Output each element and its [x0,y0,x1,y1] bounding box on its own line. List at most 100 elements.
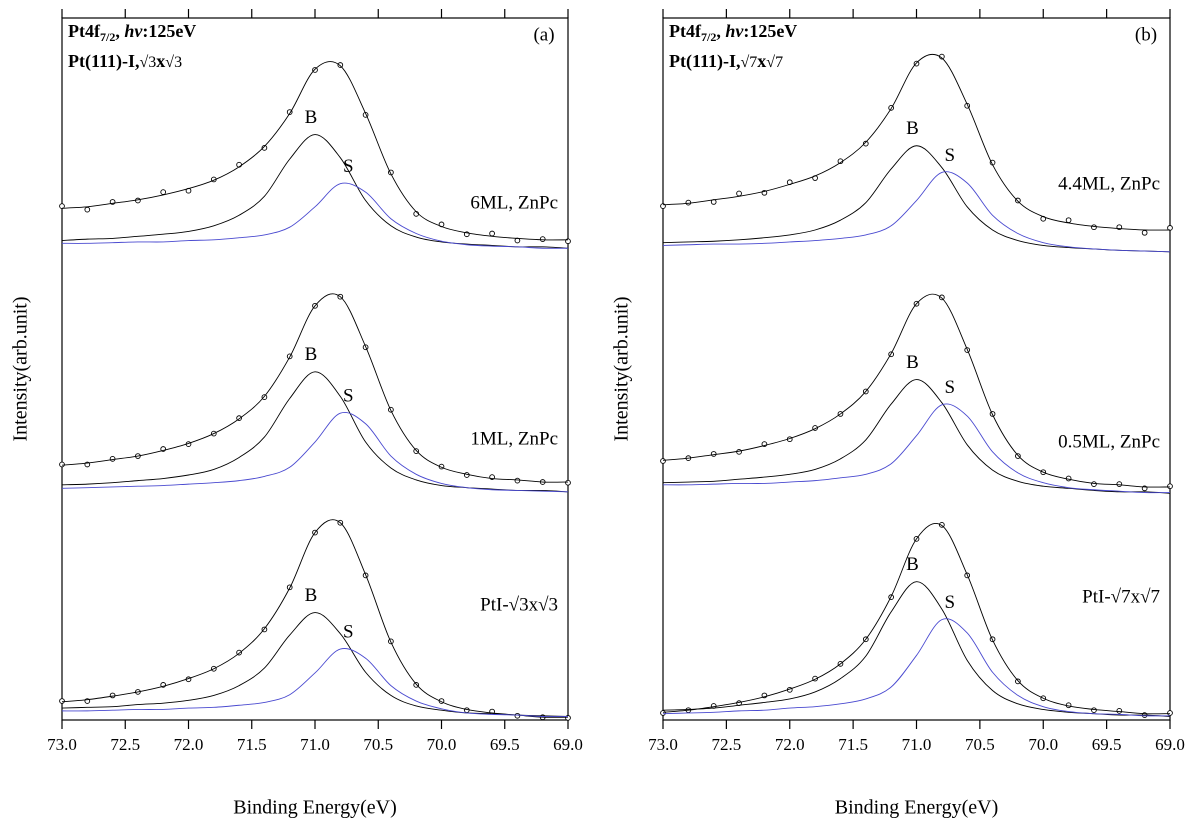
data-point [862,140,869,147]
data-point [1116,481,1123,487]
x-tick-label: 70.0 [427,735,457,754]
header-line-2: Pt(111)-I,√3x√3 [68,51,182,72]
header-part: Pt(111)-I, [68,51,140,72]
x-tick-label: 70.0 [1028,735,1058,754]
header-part: Pt(111)-I, [669,51,741,72]
spectrum-label: 6ML, ZnPc [470,192,558,213]
data-point [84,206,91,213]
data-point [1091,224,1097,231]
data-point [1116,708,1123,714]
x-tick-label: 72.5 [110,735,140,754]
curve [61,648,569,718]
curve [61,371,569,493]
header-part: √7 [766,54,783,71]
data-point [1065,217,1072,224]
peak-label: S [945,592,956,613]
curve [662,403,1171,494]
data-point [710,451,717,457]
x-tick-label: 72.5 [712,735,742,754]
curve [662,523,1171,715]
data-point [109,456,116,462]
peak-label: B [305,344,318,365]
y-axis-title: Intensity(arb.unit) [611,297,633,442]
header-part: Pt4f [68,21,101,41]
header-part: 7/2 [701,30,716,44]
data-point [1167,483,1173,490]
data-point [1091,707,1097,714]
peak-label: S [945,145,956,166]
x-tick-label: 70.5 [363,735,393,754]
header-part: , [716,21,725,41]
data-point [565,479,571,486]
data-point [539,236,546,242]
data-point [938,294,945,301]
panel-label: (a) [533,24,554,45]
curve [662,145,1171,253]
data-point [1091,481,1097,487]
header-part: , [115,21,124,41]
data-point [59,698,65,704]
peak-label: S [945,377,956,398]
header-part: x [156,51,165,71]
peak-label: S [343,386,354,407]
data-point [514,712,521,719]
x-tick-label: 71.0 [300,735,330,754]
header-part: 7/2 [100,30,115,44]
x-tick-label: 73.0 [648,735,678,754]
data-point [59,461,65,468]
peak-label: S [343,156,354,177]
data-point [660,458,666,464]
peak-label: B [906,352,919,373]
header-part: √3 [165,54,182,71]
header-part: hv [124,21,143,41]
x-tick-label: 69.0 [553,735,583,754]
spectrum-label: 1ML, ZnPc [470,428,558,449]
data-point [685,199,692,206]
peak-label: B [305,107,318,128]
x-tick-label: 71.0 [902,735,932,754]
y-axis-title: Intensity(arb.unit) [10,297,32,442]
header-line-1: Pt4f7/2, hv:125eV [669,21,797,44]
x-tick-label: 69.0 [1155,735,1185,754]
data-point [514,477,521,484]
x-tick-label: 71.5 [237,735,267,754]
data-point [489,230,495,237]
curve [662,379,1171,494]
curve [61,61,569,241]
data-point [1167,710,1173,716]
header-part: :125eV [743,21,797,41]
peak-label: B [906,118,919,139]
header-line-2: Pt(111)-I,√7x√7 [669,51,783,72]
curve [662,293,1171,488]
curve [61,412,569,493]
x-axis-title: Binding Energy(eV) [835,797,999,819]
x-tick-label: 73.0 [47,735,77,754]
spectrum-label: 0.5ML, ZnPc [1058,431,1160,452]
x-axis-title: Binding Energy(eV) [233,797,397,819]
curve [61,134,569,249]
curve [662,171,1171,253]
data-point [160,189,167,195]
data-point [660,710,666,716]
curve [61,612,569,717]
data-point [261,145,268,151]
x-tick-label: 71.5 [838,735,868,754]
data-point [736,190,742,197]
curve [61,293,569,483]
x-tick-label: 72.0 [174,735,204,754]
spectrum-label: PtI-√7x√7 [1082,586,1160,607]
header-part: √3 [140,54,157,71]
curve [61,182,569,249]
header-part: √7 [741,54,758,71]
curve [662,53,1171,231]
data-point [337,62,344,68]
curve [662,618,1171,717]
data-point [1141,229,1148,236]
x-tick-label: 70.5 [965,735,995,754]
data-point [59,203,65,209]
peak-label: S [343,621,354,642]
x-tick-label: 72.0 [775,735,805,754]
